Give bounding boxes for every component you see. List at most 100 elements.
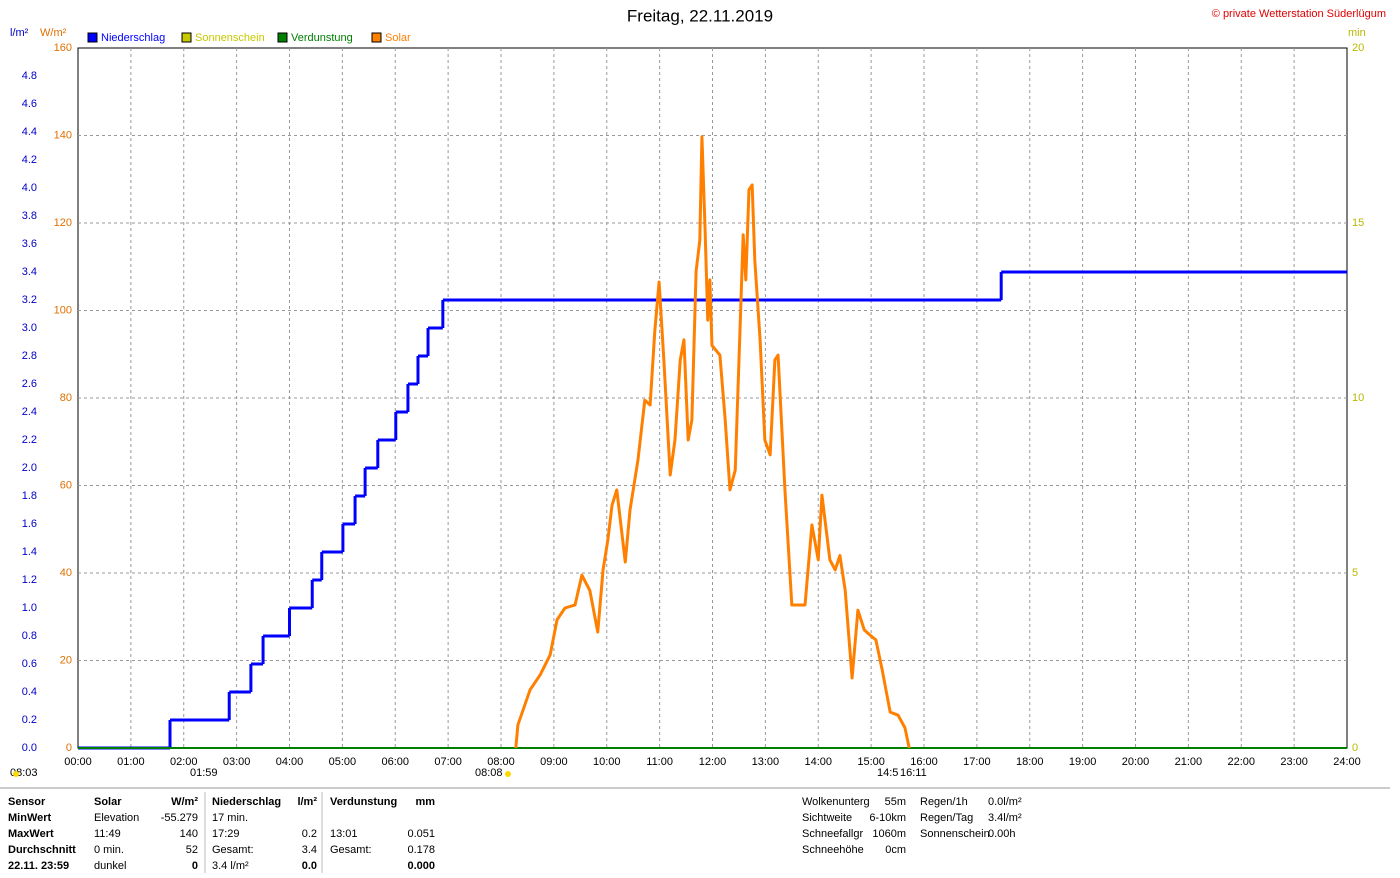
chart-title: Freitag, 22.11.2019: [627, 6, 773, 25]
table-cell: -55.279: [161, 812, 198, 824]
annotation: 08:08: [475, 767, 503, 779]
sun-marker: [13, 771, 19, 777]
y2-tick-label: 20: [60, 654, 72, 666]
y-tick-label: 1.2: [22, 574, 37, 586]
info-value: 0.0l/m²: [988, 796, 1022, 808]
y2-tick-label: 160: [54, 42, 72, 54]
info-value: 0cm: [885, 844, 906, 856]
info-label: Regen/Tag: [920, 812, 973, 824]
x-tick-label: 15:00: [857, 756, 885, 768]
y-tick-label: 1.0: [22, 602, 37, 614]
y-tick-label: 0.0: [22, 742, 37, 754]
table-cell: dunkel: [94, 860, 126, 872]
x-tick-label: 04:00: [276, 756, 304, 768]
annotation: 14:5: [877, 767, 898, 779]
y-tick-label: 1.4: [22, 546, 37, 558]
x-tick-label: 10:00: [593, 756, 621, 768]
info-value: 55m: [885, 796, 906, 808]
x-tick-label: 03:00: [223, 756, 251, 768]
y2-tick-label: 0: [66, 742, 72, 754]
x-tick-label: 08:00: [487, 756, 515, 768]
table-cell: 0.178: [407, 844, 435, 856]
table-header: Verdunstung: [330, 796, 397, 808]
y3-tick-label: 15: [1352, 217, 1364, 229]
y-tick-label: 3.4: [22, 266, 37, 278]
table-cell: 17:29: [212, 828, 240, 840]
legend-label: Niederschlag: [101, 32, 165, 44]
y-tick-label: 3.6: [22, 238, 37, 250]
y-tick-label: 0.8: [22, 630, 37, 642]
x-tick-label: 07:00: [434, 756, 462, 768]
y-tick-label: 3.8: [22, 210, 37, 222]
y2-tick-label: 100: [54, 304, 72, 316]
y-tick-label: 2.8: [22, 350, 37, 362]
x-tick-label: 12:00: [699, 756, 727, 768]
table-header: Solar: [94, 796, 122, 808]
y2-tick-label: 40: [60, 567, 72, 579]
sun-marker: [505, 771, 511, 777]
info-label: Wolkenunterg: [802, 796, 870, 808]
table-header: Niederschlag: [212, 796, 281, 808]
y3-tick-label: 5: [1352, 567, 1358, 579]
table-cell: Elevation: [94, 812, 139, 824]
y-tick-label: 2.0: [22, 462, 37, 474]
info-label: Schneefallgr: [802, 828, 863, 840]
table-cell: 22.11. 23:59: [8, 860, 69, 872]
y3-tick-label: 20: [1352, 42, 1364, 54]
table-cell: MaxWert: [8, 828, 54, 840]
table-header: W/m²: [171, 796, 198, 808]
series-line: [514, 135, 911, 749]
x-tick-label: 00:00: [64, 756, 92, 768]
y-tick-label: 2.4: [22, 406, 37, 418]
y-tick-label: 4.2: [22, 154, 37, 166]
table-cell: 3.4: [302, 844, 317, 856]
legend-label: Verdunstung: [291, 32, 353, 44]
x-tick-label: 06:00: [381, 756, 409, 768]
y-tick-label: 3.2: [22, 294, 37, 306]
table-cell: Gesamt:: [212, 844, 254, 856]
y-tick-label: 1.8: [22, 490, 37, 502]
y2-tick-label: 80: [60, 392, 72, 404]
table-cell: 0.051: [407, 828, 435, 840]
info-label: Schneehöhe: [802, 844, 864, 856]
info-label: Regen/1h: [920, 796, 968, 808]
y-tick-label: 4.0: [22, 182, 37, 194]
y-tick-label: 2.6: [22, 378, 37, 390]
legend-swatch: [371, 32, 382, 43]
table-cell: Gesamt:: [330, 844, 372, 856]
table-header: l/m²: [297, 796, 317, 808]
x-tick-label: 20:00: [1122, 756, 1150, 768]
table-cell: 0.0: [302, 860, 317, 872]
y2-tick-label: 60: [60, 479, 72, 491]
copyright: © private Wetterstation Süderlügum: [1212, 8, 1386, 20]
info-label: Sichtweite: [802, 812, 852, 824]
x-tick-label: 19:00: [1069, 756, 1097, 768]
table-header: mm: [415, 796, 435, 808]
table-header: Sensor: [8, 796, 46, 808]
table-cell: 52: [186, 844, 198, 856]
table-cell: 17 min.: [212, 812, 248, 824]
info-value: 6-10km: [869, 812, 906, 824]
y-tick-label: 0.2: [22, 714, 37, 726]
y-unit: l/m²: [10, 27, 29, 39]
info-value: 3.4l/m²: [988, 812, 1022, 824]
table-cell: MinWert: [8, 812, 52, 824]
x-tick-label: 18:00: [1016, 756, 1044, 768]
table-cell: 0 min.: [94, 844, 124, 856]
y-tick-label: 4.6: [22, 98, 37, 110]
y-tick-label: 0.6: [22, 658, 37, 670]
info-value: 1060m: [872, 828, 906, 840]
table-cell: 0: [192, 860, 198, 872]
x-tick-label: 02:00: [170, 756, 198, 768]
y-tick-label: 2.2: [22, 434, 37, 446]
table-cell: 0.000: [407, 860, 435, 872]
annotation: 01:59: [190, 767, 218, 779]
y3-tick-label: 0: [1352, 742, 1358, 754]
table-cell: 13:01: [330, 828, 358, 840]
x-tick-label: 11:00: [646, 756, 673, 768]
table-cell: 11:49: [94, 828, 121, 840]
annotation: 16:11: [900, 767, 927, 779]
x-tick-label: 24:00: [1333, 756, 1361, 768]
legend-swatch: [87, 32, 98, 43]
